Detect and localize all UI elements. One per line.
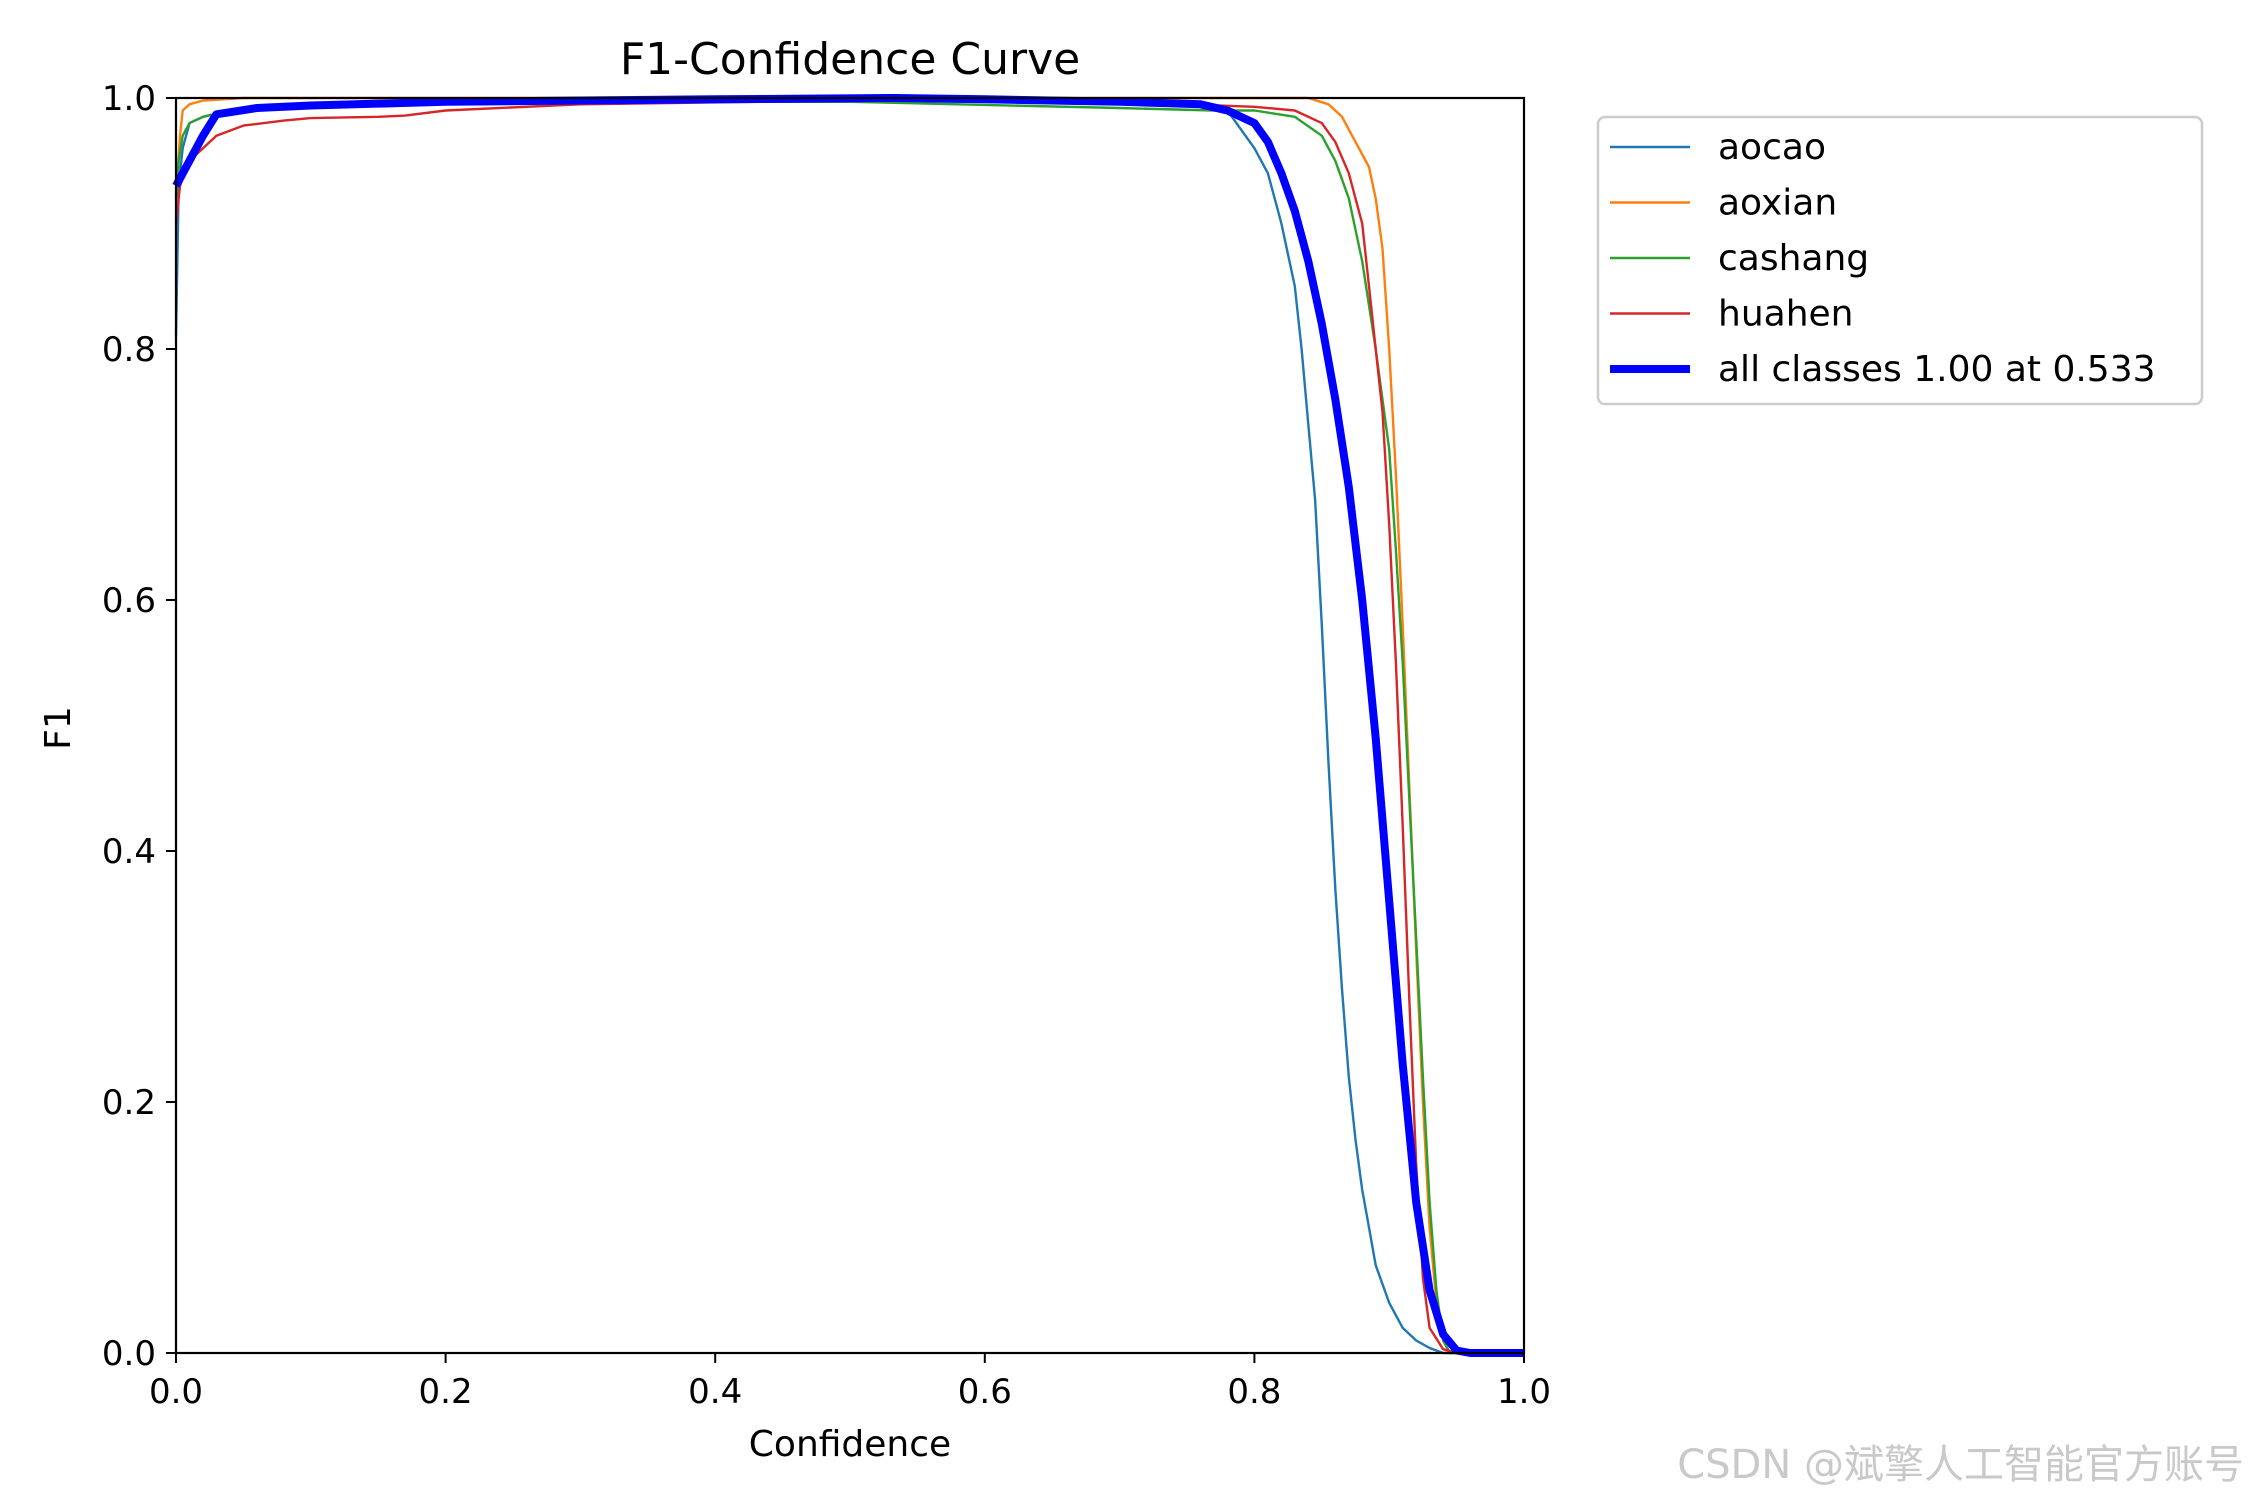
y-tick-label: 0.0 — [102, 1334, 156, 1374]
y-tick-label: 1.0 — [102, 79, 156, 119]
x-tick-label: 0.4 — [688, 1372, 742, 1412]
legend-label-1: aoxian — [1718, 183, 1837, 224]
x-tick-label: 1.0 — [1497, 1372, 1551, 1412]
x-tick-label: 0.2 — [419, 1372, 473, 1412]
y-tick-label: 0.2 — [102, 1083, 156, 1123]
watermark-text: CSDN @斌擎人工智能官方账号 — [1677, 1442, 2244, 1488]
legend-label-0: aocao — [1718, 127, 1826, 168]
plot-frame — [174, 96, 1526, 1355]
y-tick-label: 0.6 — [102, 581, 156, 621]
legend: aocao aoxian cashang huahen all classes 1.00… — [1596, 115, 2204, 406]
x-axis-label: Confidence — [749, 1424, 951, 1465]
x-tick-label: 0.0 — [149, 1372, 203, 1412]
legend-items: aocao aoxian cashang huahen all classes 1.00… — [1610, 127, 2156, 390]
y-axis-label: F1 — [38, 706, 79, 750]
legend-label-4: all classes 1.00 at 0.533 — [1718, 349, 2156, 390]
legend-label-2: cashang — [1718, 238, 1869, 279]
y-tick-label: 0.8 — [102, 330, 156, 370]
x-tick-label: 0.6 — [958, 1372, 1012, 1412]
y-tick-label: 0.4 — [102, 832, 156, 872]
x-tick-label: 0.8 — [1227, 1372, 1281, 1412]
legend-label-3: huahen — [1718, 294, 1853, 335]
legend-frame — [1596, 115, 2204, 406]
y-axis: 0.0 0.2 0.4 0.6 0.8 1.0 — [102, 79, 176, 1374]
x-axis: 0.0 0.2 0.4 0.6 0.8 1.0 — [149, 1353, 1551, 1412]
series-line-4 — [172, 94, 1524, 1357]
chart-title: F1-Confidence Curve — [620, 34, 1080, 85]
series-line-3 — [174, 99, 1524, 1355]
